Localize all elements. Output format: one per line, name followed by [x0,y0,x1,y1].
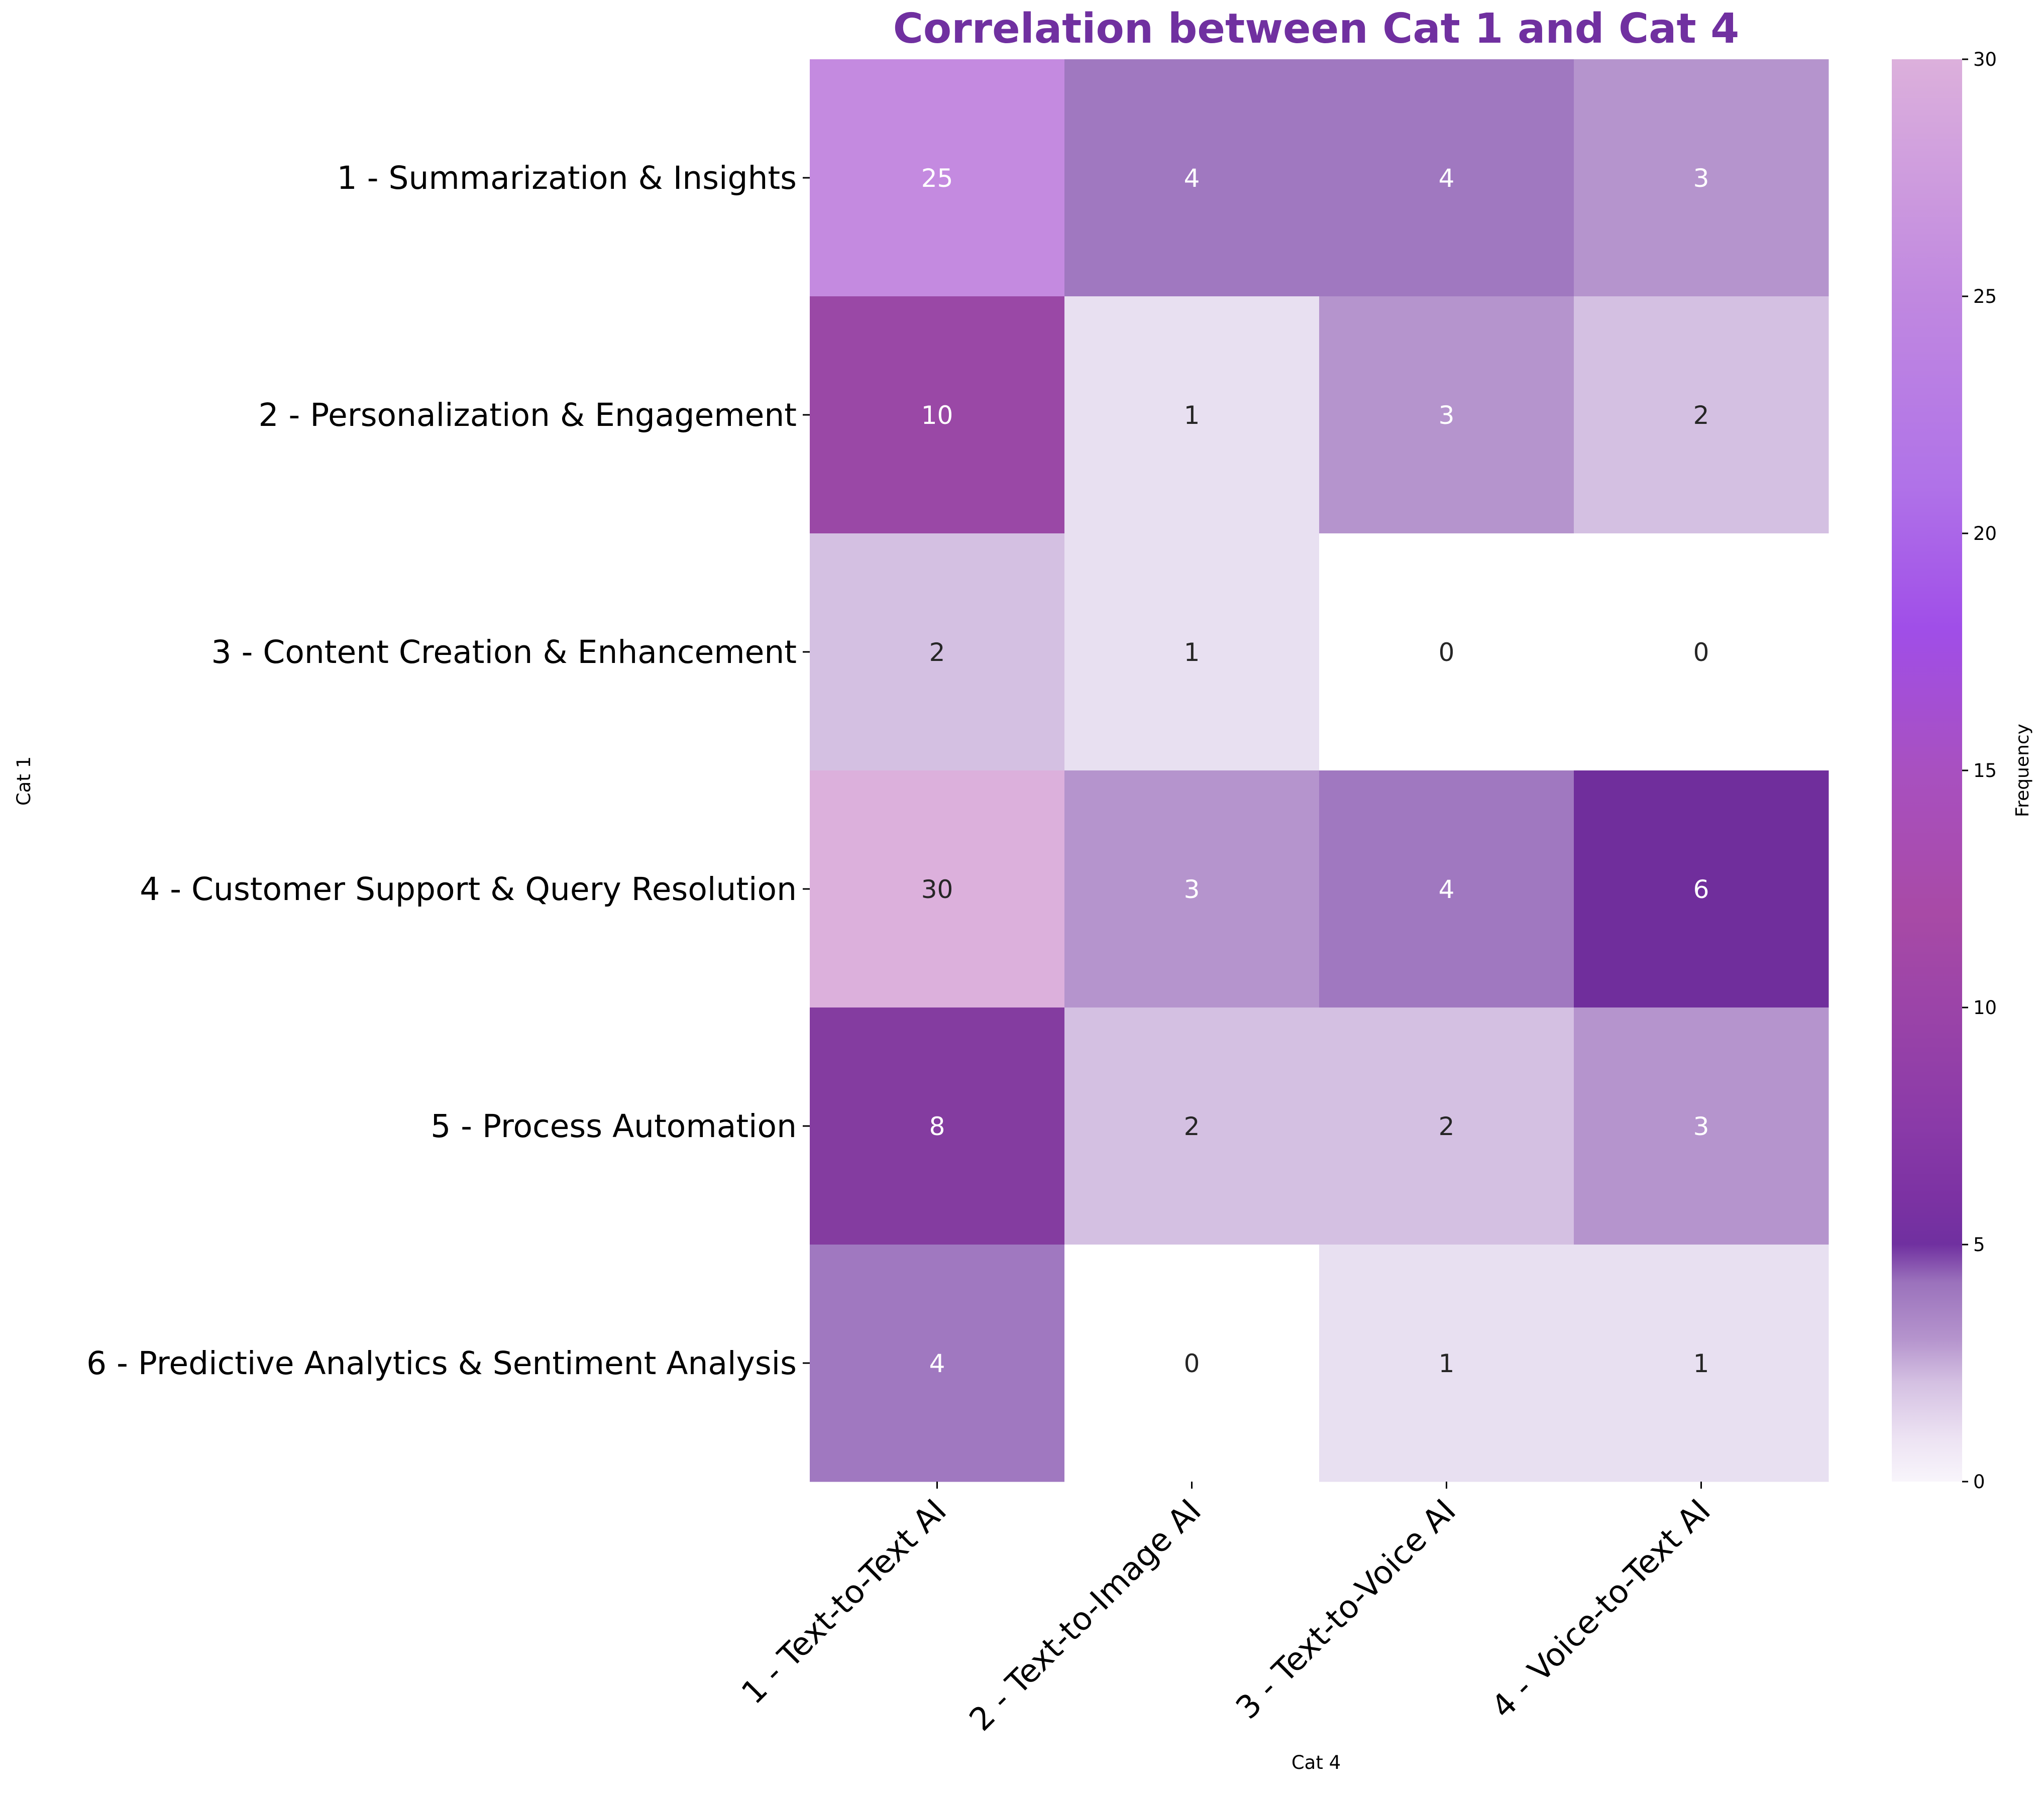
heatmap-cell [1574,296,1829,534]
column-tick-labels: 1 - Text-to-Text AI 2 - Text-to-Image AI 3… [734,1482,1717,1738]
heatmap-cell [810,533,1065,771]
heatmap-cell-value: 0 [1439,638,1455,667]
heatmap-cell [1064,296,1320,534]
heatmap-cell-value: 6 [1693,875,1709,904]
heatmap-cell-value: 1 [1184,638,1200,667]
heatmap-cell [810,1007,1065,1245]
heatmap-cell-value: 1 [1693,1349,1709,1378]
heatmap-cell [1319,59,1574,297]
heatmap-cell [1064,533,1320,771]
heatmap-cell [1574,770,1829,1008]
column-tick-label: 3 - Text-to-Voice AI [1229,1492,1463,1726]
heatmap-cell [810,296,1065,534]
colorbar-tick-label: 0 [1973,1471,1985,1493]
heatmap-cell [810,1245,1065,1482]
heatmap-cell [1319,1007,1574,1245]
heatmap-cell-value: 2 [929,638,945,667]
heatmap-cell-labels: 25 4 4 310 1 3 22 1 0 030 3 4 68 2 2 34 0 1 1 [921,164,1709,1378]
column-tick-label: 2 - Text-to-Image AI [962,1492,1208,1738]
heatmap-cell-value: 25 [921,164,953,193]
heatmap-cell-value: 3 [1184,875,1200,904]
row-tick-label: 4 - Customer Support & Query Resolution [140,871,797,908]
heatmap-cell-value: 4 [1184,164,1200,193]
colorbar [1892,59,1962,1482]
heatmap-cell [1064,1245,1320,1482]
row-tick-label: 3 - Content Creation & Enhancement [211,634,797,670]
heatmap-cell [1574,1007,1829,1245]
chart-title: Correlation between Cat 1 and Cat 4 [893,5,1740,53]
y-axis-label: Cat 1 [13,756,35,806]
colorbar-tick-label: 20 [1973,523,1997,544]
heatmap-cell-value: 1 [1439,1349,1455,1378]
row-tick-labels: 1 - Summarization & Insights 2 - Personal… [86,160,810,1382]
heatmap-cell [1574,533,1829,771]
colorbar-label: Frequency [2012,724,2033,817]
heatmap-cells [810,59,1829,1482]
heatmap-cell [810,59,1065,297]
heatmap-cell [810,770,1065,1008]
heatmap-cell-value: 1 [1184,401,1200,430]
heatmap-cell-value: 3 [1439,401,1455,430]
heatmap-cell-value: 30 [921,875,953,904]
colorbar-tick-label: 5 [1973,1234,1985,1256]
heatmap-cell-value: 4 [1439,875,1455,904]
column-tick-label: 1 - Text-to-Text AI [734,1492,953,1711]
heatmap-cell [1574,59,1829,297]
heatmap-cell-value: 4 [929,1349,945,1378]
heatmap-cell [1064,770,1320,1008]
column-tick-label: 4 - Voice-to-Text AI [1484,1492,1717,1725]
heatmap-cell-value: 2 [1184,1112,1200,1141]
heatmap-cell [1319,1245,1574,1482]
colorbar-tick-label: 30 [1973,49,1997,70]
row-tick-label: 2 - Personalization & Engagement [258,397,797,433]
row-tick-label: 1 - Summarization & Insights [337,160,797,196]
heatmap-cell-value: 2 [1693,401,1709,430]
heatmap-cell-value: 0 [1693,638,1709,667]
heatmap-cell [1319,770,1574,1008]
heatmap-cell-value: 4 [1439,164,1455,193]
heatmap-cell [1064,1007,1320,1245]
colorbar-ticks: 0 5 10 15 20 25 30 [1962,49,1997,1493]
colorbar-tick-label: 10 [1973,997,1997,1019]
heatmap-cell-value: 3 [1693,1112,1709,1141]
row-tick-label: 5 - Process Automation [431,1108,797,1145]
colorbar-tick-label: 25 [1973,286,1997,307]
heatmap-cell-value: 3 [1693,164,1709,193]
colorbar-tick-label: 15 [1973,760,1997,781]
row-tick-label: 6 - Predictive Analytics & Sentiment Ana… [86,1345,797,1382]
heatmap-cell [1319,296,1574,534]
x-axis-label: Cat 4 [1292,1752,1341,1773]
heatmap-cell-value: 10 [921,401,953,430]
heatmap-cell-value: 2 [1439,1112,1455,1141]
heatmap-cell-value: 0 [1184,1349,1200,1378]
heatmap-cell [1319,533,1574,771]
heatmap-cell [1574,1245,1829,1482]
heatmap-cell-value: 8 [929,1112,945,1141]
heatmap-cell [1064,59,1320,297]
